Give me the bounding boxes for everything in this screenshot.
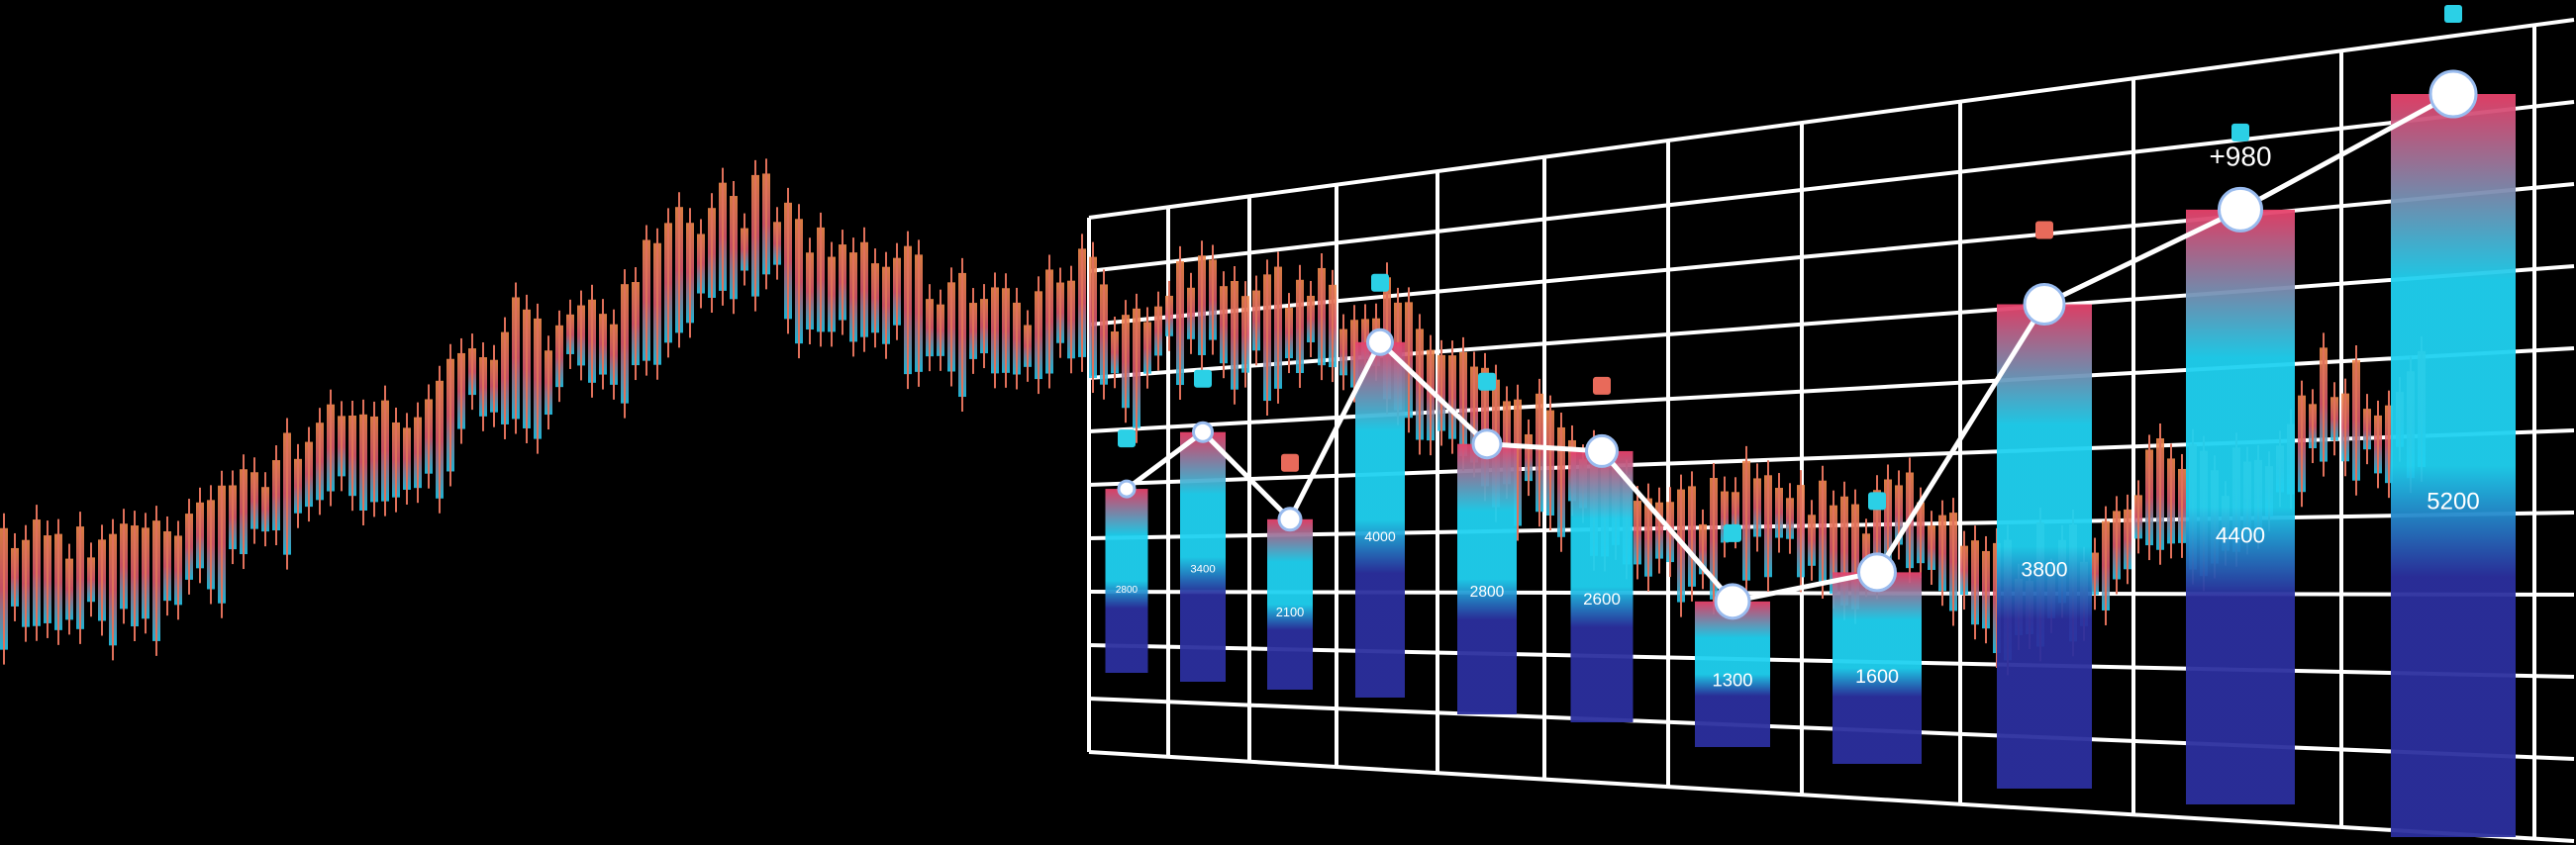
point — [1117, 479, 1137, 499]
marker-icon — [1724, 523, 1741, 542]
bar-label: 2800 — [1470, 584, 1505, 601]
point — [1192, 421, 1214, 443]
bar — [1695, 601, 1770, 747]
point — [1714, 583, 1751, 620]
bar — [1267, 518, 1313, 690]
bar-label: 2800 — [1116, 585, 1139, 596]
marker-icon — [2444, 5, 2462, 24]
marker-icon — [2035, 221, 2053, 239]
bar — [1570, 450, 1634, 722]
bar-label: 4400 — [2216, 522, 2265, 547]
bar — [2186, 209, 2295, 804]
point — [2023, 282, 2066, 326]
bar-label: 2600 — [1583, 590, 1621, 609]
bar — [2391, 94, 2516, 838]
point — [1585, 433, 1619, 468]
point — [2218, 186, 2263, 233]
bar-label: 5200 — [2427, 488, 2479, 515]
bar — [1180, 431, 1226, 682]
point — [1471, 428, 1503, 460]
marker-icon — [1371, 273, 1389, 292]
bar — [1355, 341, 1405, 698]
bar — [1457, 443, 1517, 714]
marker-icon — [1281, 453, 1299, 472]
bar-label: 3800 — [2021, 558, 2067, 581]
bar-label: 2100 — [1276, 605, 1304, 619]
point — [2428, 69, 2478, 119]
point — [1277, 507, 1303, 532]
bar-label: 3400 — [1190, 563, 1215, 575]
marker-icon — [1194, 369, 1212, 388]
point — [1857, 552, 1897, 593]
bars: 2800 3400 2100 4000 2800 2600 1300 1600 3800 4400… — [1105, 94, 2516, 838]
marker-icon — [1118, 429, 1136, 448]
bar — [1997, 304, 2092, 789]
annotation: +980 — [2209, 141, 2271, 171]
bar — [1105, 489, 1148, 673]
marker-icon — [2231, 123, 2249, 141]
marker-icon — [1868, 492, 1886, 511]
marker-icon — [1478, 372, 1496, 391]
bar-label: 1300 — [1713, 670, 1753, 691]
bar-label: 1600 — [1855, 666, 1899, 688]
bar-label: 4000 — [1364, 529, 1396, 545]
overlay: +980 — [1117, 5, 2478, 620]
marker-icon — [1593, 376, 1611, 395]
point — [1366, 328, 1394, 356]
bar — [1833, 572, 1922, 764]
